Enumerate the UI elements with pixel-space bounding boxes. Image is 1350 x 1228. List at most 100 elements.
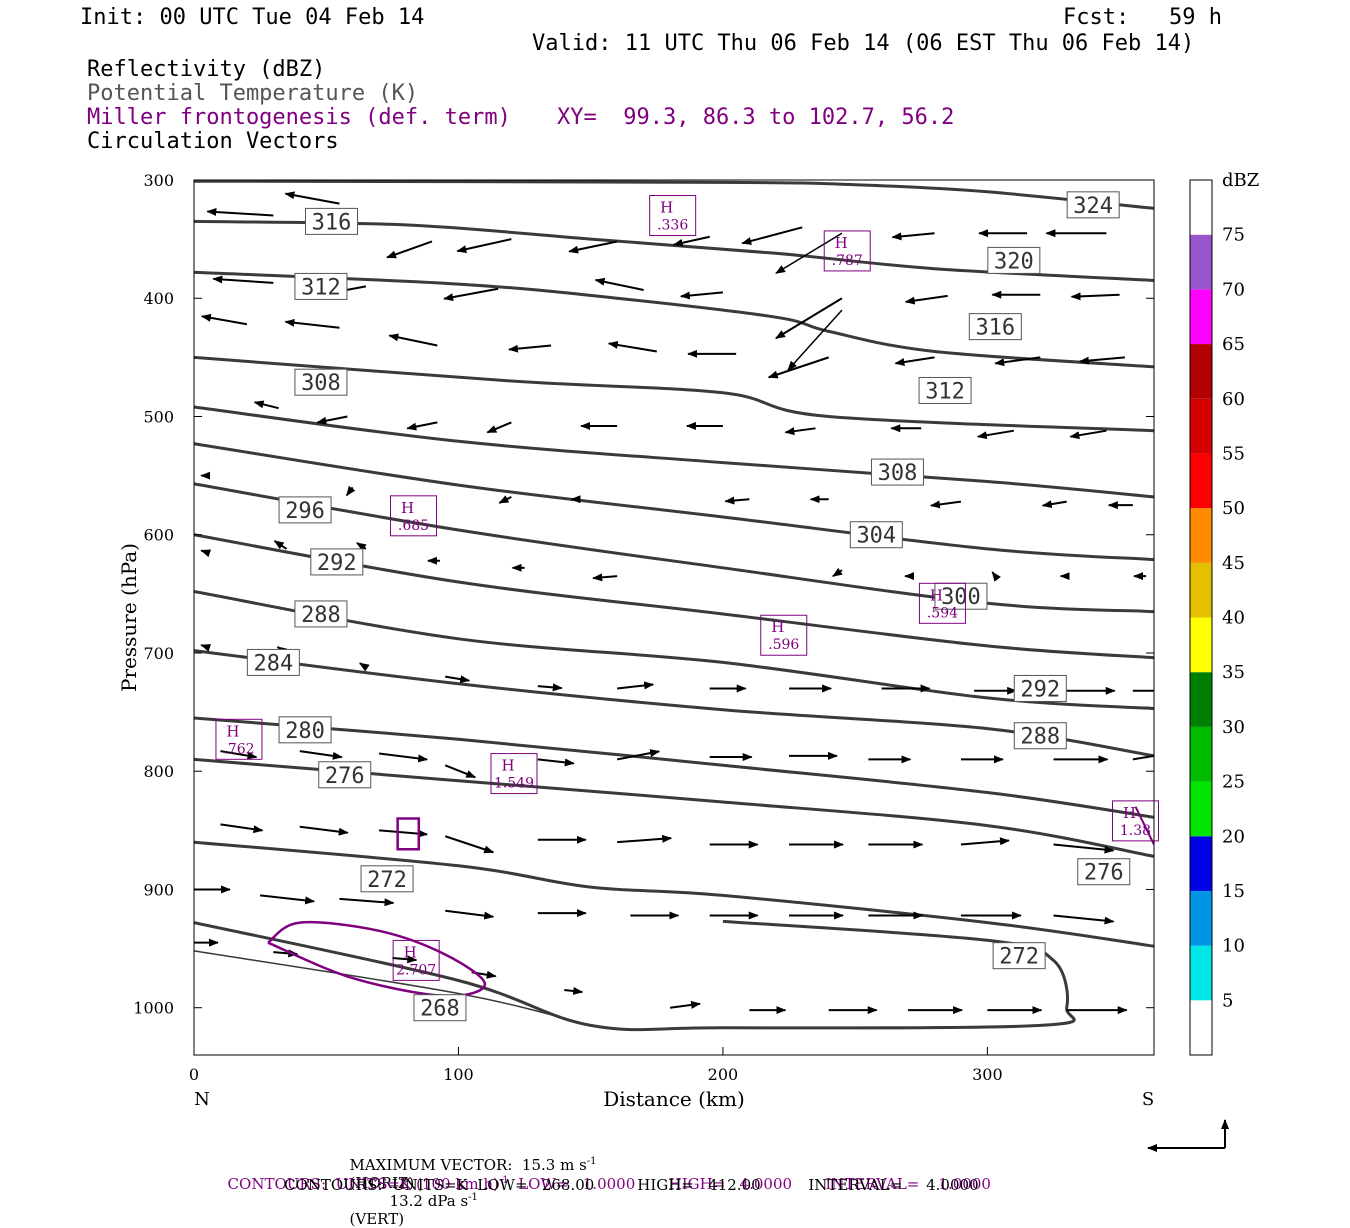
frontogenesis-max-value: 1.549 — [494, 776, 534, 792]
vector-key-icon — [1147, 1119, 1229, 1152]
circulation-vector — [891, 232, 935, 241]
circulation-vector — [669, 1000, 702, 1009]
frontogenesis-max-box — [392, 939, 440, 981]
circulation-vector — [1041, 500, 1067, 509]
theta-label: 304 — [856, 524, 896, 549]
circulation-vector — [386, 240, 433, 259]
colorbar-level-label: 10 — [1222, 936, 1245, 957]
cross-section-endpoints: XY= 99.3, 86.3 to 102.7, 56.2 — [557, 105, 955, 130]
circulation-vector — [787, 309, 843, 371]
frontogenesis-max-value: 2.707 — [396, 962, 436, 978]
theta-label-box — [310, 548, 364, 576]
theta-label-box — [992, 942, 1046, 970]
y-tick-label: 400 — [143, 289, 174, 308]
circulation-vector — [592, 573, 618, 582]
circulation-vector — [444, 764, 477, 779]
colorbar-segment — [1190, 289, 1212, 345]
frontogenesis-max-label: H — [1123, 804, 1136, 822]
circulation-vector — [456, 238, 512, 254]
circulation-vector — [445, 909, 495, 920]
theta-label-box — [278, 496, 332, 524]
theta-label: 316 — [975, 316, 1015, 341]
colorbar-title: dBZ — [1222, 170, 1259, 191]
circulation-vector — [486, 421, 512, 434]
frontogenesis-contours — [267, 806, 1154, 998]
vert-value: 13.2 dPa s — [389, 1192, 469, 1210]
circulation-vector — [498, 495, 512, 504]
x-axis-label: Distance (km) — [603, 1087, 745, 1111]
circulation-vector — [594, 277, 644, 291]
frontogenesis-max-label: H — [401, 499, 414, 517]
theta-label-box — [305, 207, 359, 235]
theta-contour-info: CONTOURS: UNITS=K LOW= 268.00 HIGH= 412.… — [284, 1176, 979, 1194]
theta-label: 312 — [301, 275, 341, 300]
theta-label-box — [294, 272, 348, 300]
theta-label: 272 — [367, 868, 407, 893]
theta-contour-272 — [194, 919, 1076, 1032]
circulation-vector — [200, 549, 212, 558]
colorbar-segment — [1190, 398, 1212, 454]
circulation-vector — [724, 496, 750, 505]
theta-label-box — [246, 648, 300, 676]
colorbar-level-label: 75 — [1222, 225, 1245, 246]
y-tick-label: 500 — [143, 407, 174, 426]
theta-label: 324 — [1073, 194, 1113, 219]
theta-label: 292 — [317, 551, 357, 576]
theta-label: 316 — [312, 210, 352, 235]
circulation-vector — [929, 500, 962, 509]
theta-label: 312 — [925, 379, 965, 404]
field-circulation-vectors: Circulation Vectors — [87, 129, 339, 154]
frontogenesis-max-box — [215, 718, 263, 760]
circulation-vector — [976, 429, 1014, 440]
frontogenesis-max-label: H — [835, 234, 848, 252]
frontogenesis-max-box — [760, 614, 808, 656]
circulation-vector — [200, 313, 248, 326]
x-tick-label: 0 — [189, 1065, 199, 1084]
frontogenesis-contour — [396, 817, 421, 851]
frontogenesis-max-label: H — [226, 722, 239, 740]
frontogenesis-max-label: H — [501, 757, 514, 775]
theta-label-box — [968, 313, 1022, 341]
circulation-vector — [273, 540, 288, 550]
theta-label-box — [1013, 722, 1067, 750]
valid-time: Valid: 11 UTC Thu 06 Feb 14 (06 EST Thu … — [532, 31, 1195, 56]
x-end-label-right: S — [1142, 1089, 1154, 1110]
theta-label-box — [278, 716, 332, 744]
y-axis-label: Pressure (hPa) — [117, 543, 141, 692]
theta-label: 272 — [999, 945, 1039, 970]
colorbar-level-label: 5 — [1222, 990, 1233, 1011]
theta-label: 296 — [285, 499, 325, 524]
field-frontogenesis: Miller frontogenesis (def. term) — [87, 105, 511, 130]
circulation-vector — [299, 750, 343, 760]
colorbar-level-label: 45 — [1222, 553, 1245, 574]
circulation-vector — [617, 681, 655, 690]
circulation-vector — [284, 191, 340, 205]
vert-unit: -1 — [468, 1192, 478, 1203]
circulation-vector — [299, 825, 349, 836]
circulation-vector — [960, 837, 1010, 846]
circulation-vector — [775, 297, 843, 340]
y-tick-label: 900 — [143, 880, 174, 899]
circulation-vector — [220, 823, 264, 834]
theta-label-box — [360, 865, 414, 893]
forecast-hour: Fcst: 59 h — [1063, 5, 1222, 30]
theta-contour-308 — [194, 405, 1154, 499]
circulation-vector — [564, 986, 584, 995]
circulation-vector — [832, 567, 843, 578]
fronto-contour-info: CONTOURS: UNITS=K (100 km h)-1 LOW= 1.00… — [218, 1157, 991, 1193]
frontogenesis-max-value: .336 — [657, 217, 688, 233]
frontogenesis-max-value: .594 — [927, 605, 958, 621]
circulation-vector — [388, 333, 438, 347]
circulation-vector — [443, 287, 499, 302]
colorbar-level-label: 35 — [1222, 662, 1245, 683]
frontogenesis-max-label: H — [771, 618, 784, 636]
circulation-vector — [200, 644, 212, 652]
cross-section-chart: 3243203163163123123083083043002962922922… — [117, 170, 1259, 1152]
colorbar-segment — [1190, 508, 1212, 563]
theta-contour-284 — [194, 716, 1154, 819]
circulation-vector — [284, 318, 340, 329]
y-tick-label: 700 — [143, 644, 174, 663]
theta-label-box — [870, 458, 924, 486]
field-potential-temperature: Potential Temperature (K) — [87, 81, 419, 106]
circulation-vector — [616, 749, 661, 761]
